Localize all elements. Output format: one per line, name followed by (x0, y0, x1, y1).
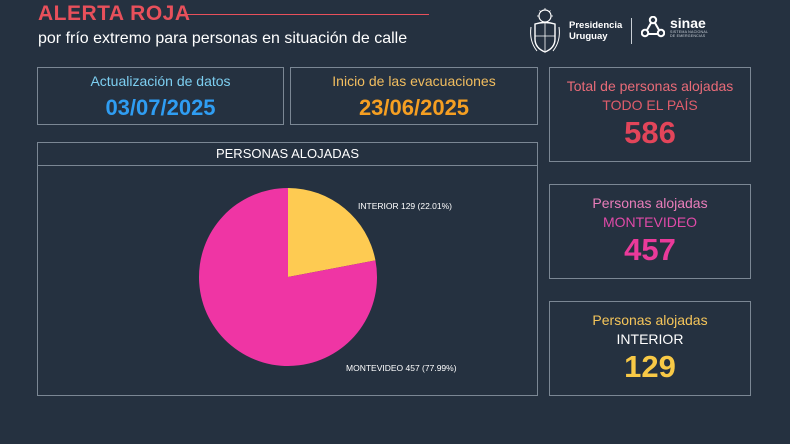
sinae-triangle-icon (641, 16, 665, 38)
coat-of-arms-icon (530, 8, 560, 53)
montevideo-sheltered-value: 457 (624, 232, 676, 267)
total-sheltered-value: 586 (624, 115, 676, 150)
title-underline (187, 14, 429, 15)
total-sheltered-label: Total de personas alojadas (566, 78, 734, 94)
pie-slice-montevideo (199, 188, 378, 366)
chart-title: PERSONAS ALOJADAS (38, 143, 537, 166)
sinae-small-line1: SISTEMA NACIONAL (670, 30, 709, 34)
montevideo-sheltered-label: Personas alojadas (592, 195, 708, 211)
montevideo-sheltered-card: Personas alojadas MONTEVIDEO 457 (549, 184, 751, 279)
pie-chart: INTERIOR 129 (22.01%) MONTEVIDEO 457 (77.… (199, 188, 457, 373)
page-title: ALERTA ROJA (38, 2, 191, 25)
interior-sheltered-label: Personas alojadas (592, 312, 708, 328)
sinae-name: sinae (670, 15, 706, 31)
interior-sheltered-card: Personas alojadas INTERIOR 129 (549, 301, 751, 396)
montevideo-sheltered-sublabel: MONTEVIDEO (602, 214, 698, 230)
update-date-value: 03/07/2025 (105, 95, 216, 120)
interior-sheltered-sublabel: INTERIOR (616, 331, 684, 347)
evacuation-start-box: Inicio de las evacuaciones 23/06/2025 (290, 67, 538, 125)
presidencia-logo: Presidencia Uruguay (527, 6, 622, 56)
sinae-small-line2: DE EMERGENCIAS (670, 34, 706, 39)
evacuation-start-label: Inicio de las evacuaciones (332, 73, 496, 89)
presidencia-line2: Uruguay (569, 31, 608, 42)
pie-chart-panel: PERSONAS ALOJADAS INTERIOR 129 (22.01%) M… (37, 142, 538, 396)
logo-divider (631, 18, 632, 44)
pie-label-montevideo: MONTEVIDEO 457 (77.99%) (346, 363, 457, 373)
total-sheltered-sublabel: TODO EL PAÍS (602, 97, 698, 113)
presidencia-line1: Presidencia (569, 20, 623, 31)
pie-slice-interior (288, 188, 376, 277)
sinae-text: sinae SISTEMA NACIONAL DE EMERGENCIAS (670, 16, 708, 38)
update-date-label: Actualización de datos (90, 73, 231, 89)
total-sheltered-card: Total de personas alojadas TODO EL PAÍS … (549, 67, 751, 162)
page-subtitle: por frío extremo para personas en situac… (38, 30, 408, 47)
sinae-logo: sinae SISTEMA NACIONAL DE EMERGENCIAS (641, 16, 708, 38)
interior-sheltered-value: 129 (624, 349, 676, 384)
update-date-box: Actualización de datos 03/07/2025 (37, 67, 284, 125)
evacuation-start-value: 23/06/2025 (358, 95, 470, 120)
presidencia-text: Presidencia Uruguay (569, 20, 622, 42)
pie-label-interior: INTERIOR 129 (22.01%) (358, 201, 452, 211)
